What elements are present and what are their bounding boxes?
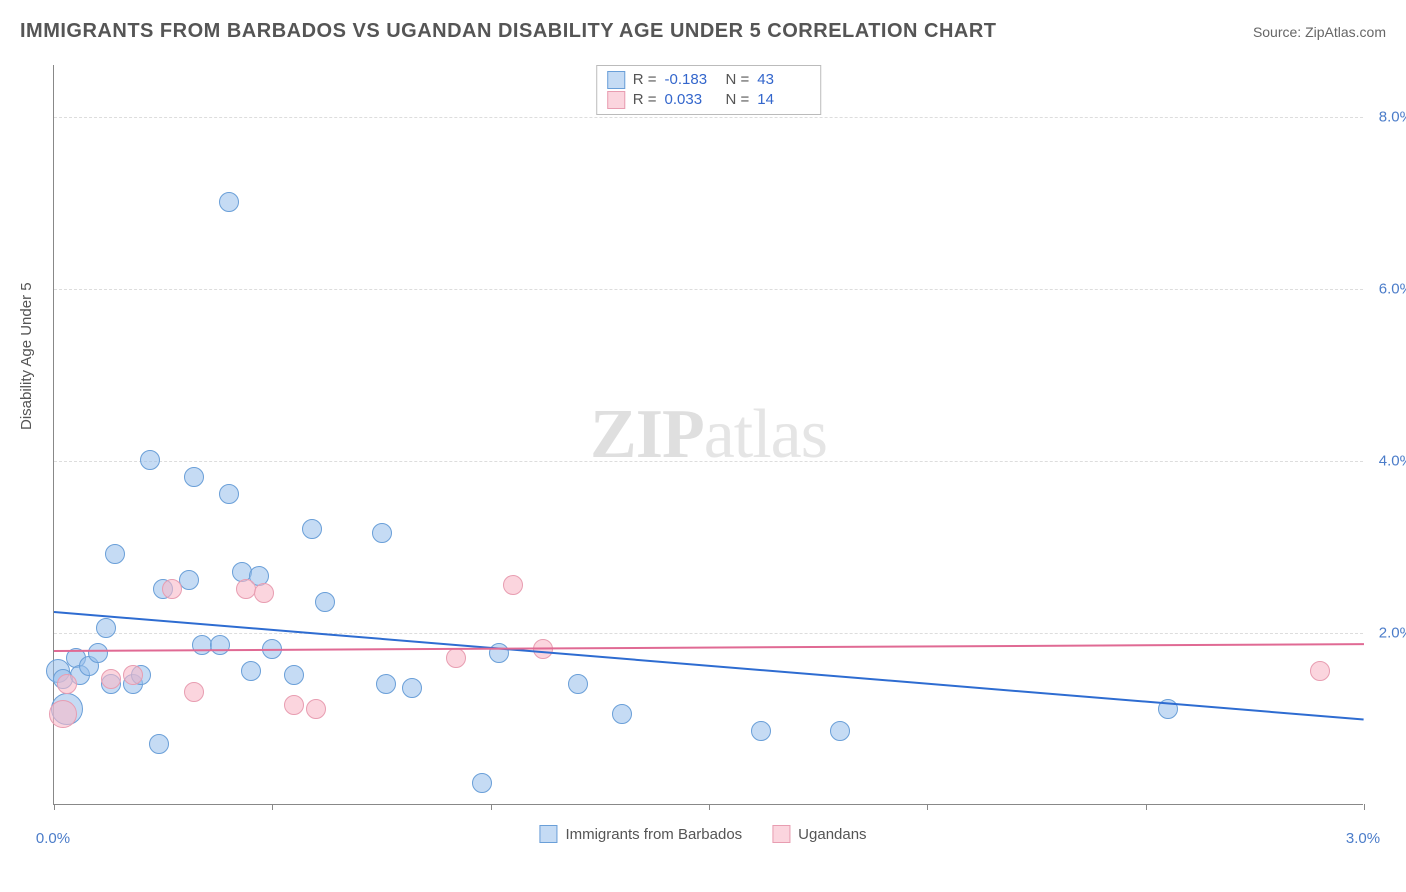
scatter-point: [612, 704, 632, 724]
stats-row: R = 0.033 N = 14: [607, 90, 811, 110]
scatter-point: [306, 699, 326, 719]
stats-row: R = -0.183 N = 43: [607, 70, 811, 90]
stat-r-value: 0.033: [665, 90, 710, 110]
y-tick-label: 2.0%: [1368, 624, 1406, 641]
scatter-point: [149, 734, 169, 754]
scatter-point: [376, 674, 396, 694]
scatter-point: [372, 523, 392, 543]
scatter-point: [96, 618, 116, 638]
bottom-legend: Immigrants from Barbados Ugandans: [539, 825, 866, 843]
plot-area: ZIPatlas 2.0%4.0%6.0%8.0%R =-0.183N =43R…: [53, 65, 1363, 805]
legend-label: Ugandans: [798, 826, 866, 843]
gridline: [54, 633, 1363, 634]
legend-item: Ugandans: [772, 825, 866, 843]
scatter-point: [1310, 661, 1330, 681]
y-tick-label: 8.0%: [1368, 108, 1406, 125]
scatter-point: [315, 592, 335, 612]
gridline: [54, 117, 1363, 118]
watermark: ZIPatlas: [590, 395, 827, 475]
legend-label: Immigrants from Barbados: [565, 826, 742, 843]
stat-n-label: N =: [726, 90, 750, 110]
scatter-point: [88, 643, 108, 663]
scatter-point: [179, 570, 199, 590]
source-label: Source: ZipAtlas.com: [1253, 24, 1386, 40]
x-tick-label: 0.0%: [36, 830, 70, 847]
scatter-point: [101, 669, 121, 689]
scatter-point: [830, 721, 850, 741]
scatter-point: [402, 678, 422, 698]
y-tick-label: 4.0%: [1368, 452, 1406, 469]
stat-n-value: 14: [757, 90, 802, 110]
y-axis-label: Disability Age Under 5: [18, 282, 35, 430]
scatter-point: [219, 484, 239, 504]
scatter-point: [751, 721, 771, 741]
stat-r-value: -0.183: [665, 70, 710, 90]
stat-n-value: 43: [757, 70, 802, 90]
gridline: [54, 289, 1363, 290]
scatter-point: [302, 519, 322, 539]
x-tick: [1364, 804, 1365, 810]
legend-swatch: [772, 825, 790, 843]
scatter-point: [162, 579, 182, 599]
gridline: [54, 461, 1363, 462]
scatter-point: [49, 700, 77, 728]
x-tick: [1146, 804, 1147, 810]
scatter-point: [210, 635, 230, 655]
x-tick-label: 3.0%: [1346, 830, 1380, 847]
scatter-point: [446, 648, 466, 668]
legend-swatch: [607, 91, 625, 109]
x-tick: [54, 804, 55, 810]
scatter-point: [472, 773, 492, 793]
x-tick: [927, 804, 928, 810]
chart-title: IMMIGRANTS FROM BARBADOS VS UGANDAN DISA…: [20, 20, 997, 43]
legend-swatch: [539, 825, 557, 843]
y-tick-label: 6.0%: [1368, 280, 1406, 297]
scatter-point: [503, 575, 523, 595]
stats-legend: R = -0.183 N = 43 R = 0.033 N = 14: [596, 65, 822, 115]
scatter-point: [184, 682, 204, 702]
scatter-point: [284, 695, 304, 715]
trend-line: [54, 643, 1364, 652]
scatter-point: [254, 583, 274, 603]
scatter-point: [123, 665, 143, 685]
scatter-point: [568, 674, 588, 694]
scatter-point: [140, 450, 160, 470]
stat-r-label: R =: [633, 70, 657, 90]
x-tick: [272, 804, 273, 810]
scatter-point: [184, 467, 204, 487]
x-tick: [491, 804, 492, 810]
stat-n-label: N =: [726, 70, 750, 90]
scatter-point: [219, 192, 239, 212]
scatter-point: [105, 544, 125, 564]
scatter-point: [284, 665, 304, 685]
x-tick: [709, 804, 710, 810]
scatter-point: [57, 674, 77, 694]
legend-swatch: [607, 71, 625, 89]
legend-item: Immigrants from Barbados: [539, 825, 742, 843]
stat-r-label: R =: [633, 90, 657, 110]
scatter-point: [241, 661, 261, 681]
